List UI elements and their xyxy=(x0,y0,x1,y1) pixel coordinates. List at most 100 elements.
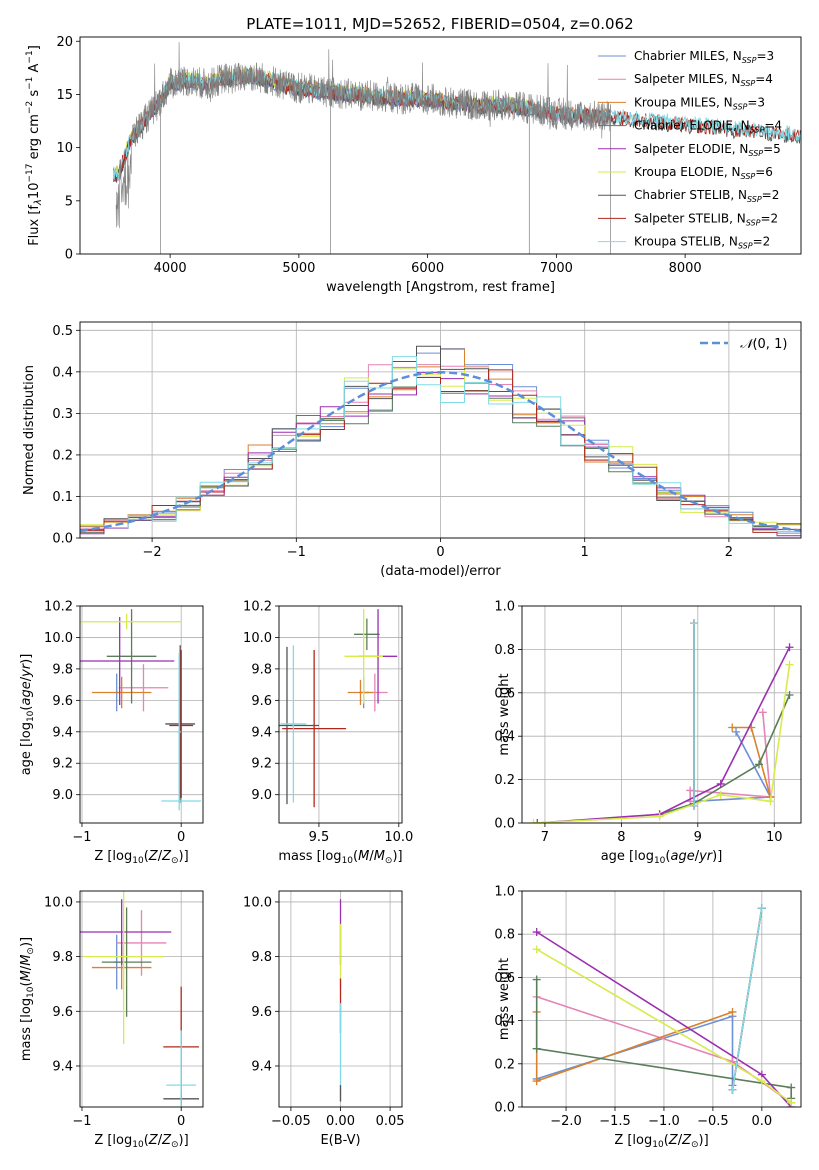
x-tick-label: −0.5 xyxy=(697,1114,729,1129)
residuals-plot-area xyxy=(80,345,801,538)
y-tick-label: 0.6 xyxy=(494,971,515,986)
residual-histogram-kroupa-stelib xyxy=(80,356,801,538)
weight-line-salpeter-elodie xyxy=(537,646,791,823)
axes-frame xyxy=(521,605,802,824)
weight-vs-age-plot-area xyxy=(529,619,794,823)
y-tick-label: 0.8 xyxy=(494,928,515,943)
legend-label-salpeter-miles: Salpeter MILES, NSSP=4 xyxy=(634,72,773,88)
weight-point-chabrier-elodie xyxy=(785,690,794,699)
x-tick-label: 5000 xyxy=(282,261,315,276)
weight-line-chabrier-elodie xyxy=(659,694,791,816)
y-tick-label: 9.8 xyxy=(52,950,73,965)
weight-point-kroupa-elodie xyxy=(757,1077,766,1086)
weight-point-chabrier-elodie xyxy=(532,975,541,984)
x-tick-label: −1 xyxy=(72,1114,91,1129)
y-tick-label: 0.4 xyxy=(494,730,515,745)
x-tick-label: −1.0 xyxy=(648,1114,680,1129)
legend-label-chabrier-stelib: Chabrier STELIB, NSSP=2 xyxy=(634,188,779,204)
y-axis-label: mass weight xyxy=(497,958,512,1040)
y-tick-label: 10.0 xyxy=(44,895,73,910)
weight-line-chabrier-elodie xyxy=(535,979,792,1099)
weight-point-chabrier-elodie xyxy=(532,1044,541,1053)
x-axis-label: E(B-V) xyxy=(320,1133,360,1148)
y-tick-label: 10.2 xyxy=(44,600,73,615)
y-tick-label: 9.8 xyxy=(251,950,272,965)
y-tick-label: 0.4 xyxy=(494,1014,515,1029)
x-tick-label: −0.05 xyxy=(271,1114,311,1129)
y-tick-label: 0.0 xyxy=(494,1101,515,1116)
y-tick-label: 9.6 xyxy=(52,694,73,709)
weight-point-kroupa-elodie xyxy=(655,812,664,821)
x-tick-label: 4000 xyxy=(154,261,187,276)
weight-point-salpeter-elodie xyxy=(532,928,541,937)
axes-frame xyxy=(79,605,204,824)
weight-point-kroupa-elodie xyxy=(787,1098,796,1107)
y-axis-label: mass weight xyxy=(497,673,512,755)
x-tick-label: −1 xyxy=(287,545,306,560)
x-tick-label: −2.0 xyxy=(550,1114,582,1129)
weight-point-salpeter-miles xyxy=(686,786,695,795)
axes-frame xyxy=(79,36,802,255)
x-tick-label: 9 xyxy=(694,830,702,845)
y-tick-label: 0.0 xyxy=(494,817,515,832)
y-axis-label: mass [log10(M/M⊙)] xyxy=(19,937,36,1061)
x-tick-label: −1.5 xyxy=(599,1114,631,1129)
weight-line-kroupa-elodie xyxy=(533,664,791,823)
axes-frame xyxy=(521,890,802,1108)
y-tick-label: 9.6 xyxy=(251,694,272,709)
x-tick-label: 0 xyxy=(177,1114,185,1129)
y-axis-label: Normed distribution xyxy=(22,365,37,495)
y-tick-label: 0.0 xyxy=(52,532,73,547)
y-tick-label: 5 xyxy=(65,194,73,209)
y-tick-label: 9.4 xyxy=(52,1059,73,1074)
mass-vs-EBV-panel: −0.05 0.00 0.05 9.4 9.6 9.8 10.0 E(B-V) xyxy=(243,890,405,1148)
y-tick-label: 10.0 xyxy=(44,631,73,646)
x-tick-label: −1 xyxy=(72,830,91,845)
legend-label-chabrier-miles: Chabrier MILES, NSSP=3 xyxy=(634,49,774,65)
observed-spectrum-line xyxy=(115,42,611,229)
x-axis-label: Z [log10(Z/Z⊙)] xyxy=(94,1133,188,1150)
y-tick-label: 9.0 xyxy=(251,788,272,803)
x-tick-label: 9.5 xyxy=(309,830,330,845)
mass-vs-Z-panel: −1 0 9.4 9.6 9.8 10.0 Z [log10(Z/Z⊙)] mass [log… xyxy=(19,890,204,1150)
weight-point-kroupa-stelib xyxy=(757,904,766,913)
legend-label-salpeter-stelib: Salpeter STELIB, NSSP=2 xyxy=(634,211,778,227)
x-tick-label: 0 xyxy=(436,545,444,560)
legend-label-salpeter-elodie: Salpeter ELODIE, NSSP=5 xyxy=(634,142,781,158)
x-axis-label: (data-model)/error xyxy=(380,564,501,579)
y-tick-label: 9.4 xyxy=(52,725,73,740)
y-tick-label: 0 xyxy=(65,248,73,263)
weight-point-kroupa-elodie xyxy=(716,790,725,799)
weight-point-chabrier-miles xyxy=(732,727,741,736)
y-tick-label: 9.4 xyxy=(251,1059,272,1074)
x-tick-label: −2 xyxy=(143,545,162,560)
y-tick-label: 0.5 xyxy=(52,324,73,339)
weight-point-kroupa-miles xyxy=(728,1007,737,1016)
weight-point-kroupa-elodie xyxy=(529,819,538,823)
y-axis-label: age [log10(age/yr)] xyxy=(19,654,36,776)
weight-point-salpeter-miles xyxy=(758,708,767,717)
y-tick-label: 9.6 xyxy=(52,1005,73,1020)
x-tick-label: 0.00 xyxy=(326,1114,355,1129)
y-tick-label: 9.8 xyxy=(52,662,73,677)
y-tick-label: 0.3 xyxy=(52,407,73,422)
weight-vs-Z-plot-area xyxy=(532,904,796,1107)
x-tick-label: 7000 xyxy=(540,261,573,276)
y-axis-label: Flux [fλ10−17 erg cm−2 s−1 A−1] xyxy=(25,45,44,246)
y-tick-label: 0.2 xyxy=(494,773,515,788)
y-tick-label: 0.8 xyxy=(494,643,515,658)
legend-label-kroupa-miles: Kroupa MILES, NSSP=3 xyxy=(634,95,765,111)
weight-line-salpeter-miles xyxy=(689,712,772,802)
x-tick-label: 8 xyxy=(617,830,625,845)
weight-point-kroupa-stelib xyxy=(689,619,698,628)
weight-point-salpeter-elodie xyxy=(533,819,542,823)
y-tick-label: 10 xyxy=(56,141,73,156)
weight-vs-age-panel: 7 8 9 10 0.0 0.2 0.4 0.6 0.8 1.0 age [log10(age/yr… xyxy=(494,600,802,866)
weight-point-salpeter-elodie xyxy=(785,643,794,652)
weight-point-kroupa-miles xyxy=(532,1077,541,1086)
residuals-panel: −2 −1 0 1 2 0.0 0.1 0.2 0.3 0.4 0.5 (data-model)/er… xyxy=(22,321,802,579)
age-vs-Z-plot-area xyxy=(80,609,202,811)
x-axis-label: Z [log10(Z/Z⊙)] xyxy=(614,1133,708,1150)
age-vs-mass-panel: 9.5 10.0 9.0 9.2 9.4 9.6 9.8 10.0 10.2 mass [log1… xyxy=(243,600,413,867)
legend: 𝒩(0, 1) xyxy=(700,337,787,352)
